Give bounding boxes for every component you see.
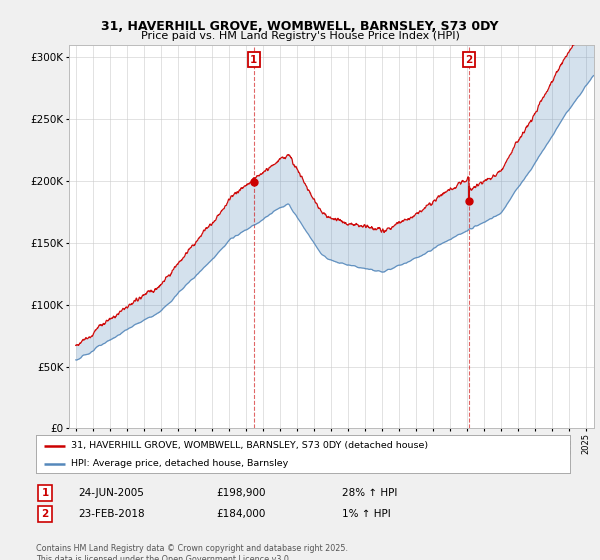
- Text: £198,900: £198,900: [216, 488, 265, 498]
- Text: HPI: Average price, detached house, Barnsley: HPI: Average price, detached house, Barn…: [71, 459, 288, 468]
- Text: 1: 1: [250, 55, 257, 64]
- Text: 24-JUN-2005: 24-JUN-2005: [78, 488, 144, 498]
- Text: 2: 2: [41, 509, 49, 519]
- Text: 31, HAVERHILL GROVE, WOMBWELL, BARNSLEY, S73 0DY (detached house): 31, HAVERHILL GROVE, WOMBWELL, BARNSLEY,…: [71, 441, 428, 450]
- Text: 28% ↑ HPI: 28% ↑ HPI: [342, 488, 397, 498]
- Text: Contains HM Land Registry data © Crown copyright and database right 2025.
This d: Contains HM Land Registry data © Crown c…: [36, 544, 348, 560]
- Text: Price paid vs. HM Land Registry's House Price Index (HPI): Price paid vs. HM Land Registry's House …: [140, 31, 460, 41]
- Text: 1% ↑ HPI: 1% ↑ HPI: [342, 509, 391, 519]
- Text: 31, HAVERHILL GROVE, WOMBWELL, BARNSLEY, S73 0DY: 31, HAVERHILL GROVE, WOMBWELL, BARNSLEY,…: [101, 20, 499, 32]
- Text: 1: 1: [41, 488, 49, 498]
- Text: £184,000: £184,000: [216, 509, 265, 519]
- Text: 2: 2: [466, 55, 473, 64]
- Text: 23-FEB-2018: 23-FEB-2018: [78, 509, 145, 519]
